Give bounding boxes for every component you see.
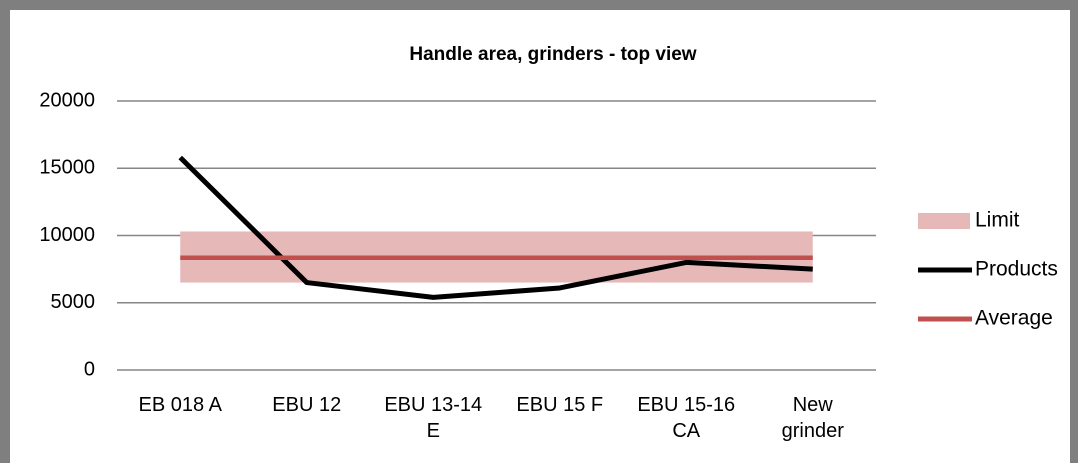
x-tick-label: EBU 15 F bbox=[516, 394, 604, 416]
series-line bbox=[178, 155, 813, 300]
x-tick-label: EB 018 A bbox=[138, 394, 222, 416]
y-tick-label: 10000 bbox=[39, 224, 95, 246]
y-tick-label: 20000 bbox=[39, 89, 95, 111]
y-tick-label: 0 bbox=[84, 358, 95, 380]
x-tick-label: New grinder bbox=[781, 394, 844, 442]
legend-label: Products bbox=[975, 258, 1058, 281]
y-tick-label: 5000 bbox=[51, 291, 96, 313]
y-tick-label: 15000 bbox=[39, 157, 95, 179]
x-tick-label: EBU 12 bbox=[272, 394, 342, 416]
chart-title: Handle area, grinders - top view bbox=[409, 44, 696, 65]
legend-swatch bbox=[918, 213, 970, 229]
legend-label: Average bbox=[975, 307, 1053, 330]
legend-label: Limit bbox=[975, 209, 1020, 232]
x-tick-label: EBU 15-16 CA bbox=[637, 394, 736, 442]
x-tick-label: EBU 13-14 E bbox=[384, 394, 483, 442]
